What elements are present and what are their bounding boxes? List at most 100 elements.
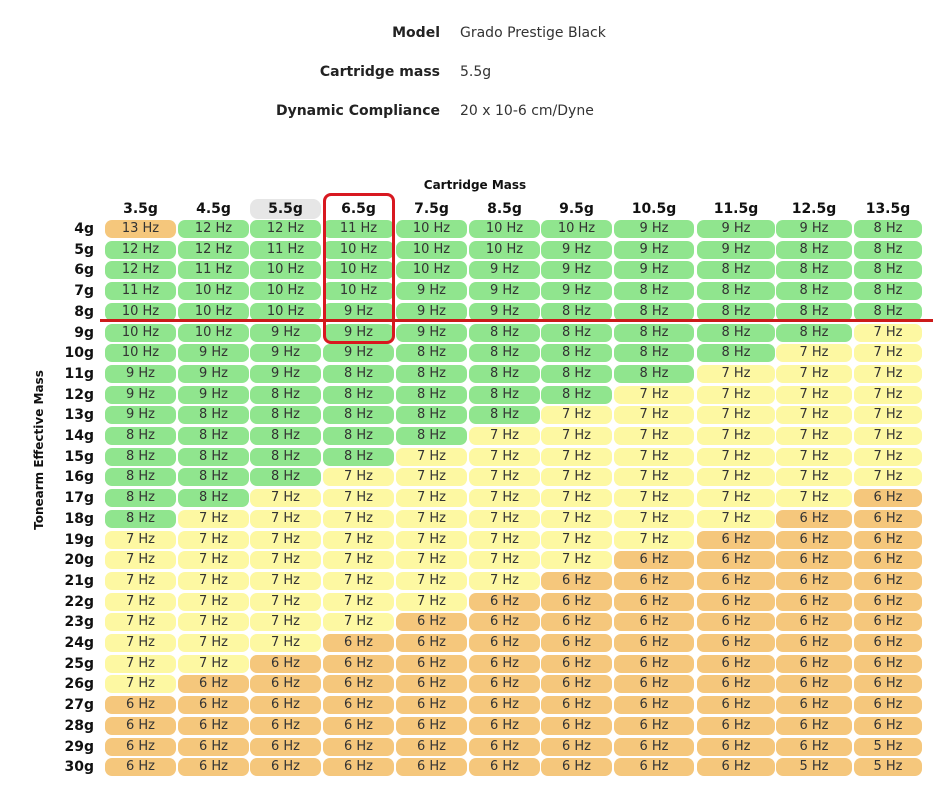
column-header-9.5g: 9.5g <box>559 201 594 217</box>
frequency-cell: 7 Hz <box>614 489 694 508</box>
frequency-cell: 10 Hz <box>105 344 176 363</box>
frequency-cell: 7 Hz <box>396 592 467 611</box>
frequency-cell: 6 Hz <box>697 716 775 735</box>
row-header-16g: 16g <box>64 469 94 486</box>
frequency-cell: 10 Hz <box>323 282 394 301</box>
frequency-cell: 6 Hz <box>776 592 852 611</box>
frequency-cell: 6 Hz <box>854 634 922 652</box>
frequency-cell: 6 Hz <box>854 509 922 528</box>
frequency-cell: 5 Hz <box>854 737 922 756</box>
frequency-cell: 6 Hz <box>541 634 612 652</box>
frequency-cell: 9 Hz <box>178 344 249 363</box>
frequency-cell: 8 Hz <box>250 447 321 466</box>
frequency-cell: 12 Hz <box>178 240 249 259</box>
frequency-cell: 9 Hz <box>541 261 612 280</box>
row-header-11g: 11g <box>64 365 94 382</box>
frequency-cell: 7 Hz <box>697 364 775 383</box>
frequency-cell: 8 Hz <box>396 427 467 445</box>
frequency-cell: 7 Hz <box>697 509 775 528</box>
row-header-7g: 7g <box>74 283 94 300</box>
frequency-cell: 10 Hz <box>469 220 540 238</box>
frequency-cell: 6 Hz <box>541 592 612 611</box>
frequency-cell: 7 Hz <box>776 406 852 425</box>
frequency-cell: 6 Hz <box>854 716 922 735</box>
frequency-cell: 6 Hz <box>697 654 775 673</box>
row-header-17g: 17g <box>64 490 94 507</box>
frequency-cell: 7 Hz <box>776 468 852 487</box>
frequency-cell: 8 Hz <box>614 282 694 301</box>
frequency-cell: 6 Hz <box>614 592 694 611</box>
frequency-cell: 8 Hz <box>541 302 612 321</box>
frequency-cell: 6 Hz <box>178 675 249 694</box>
frequency-cell: 6 Hz <box>541 737 612 756</box>
frequency-cell: 7 Hz <box>250 509 321 528</box>
frequency-cell: 6 Hz <box>323 758 394 777</box>
row-header-8g: 8g <box>74 303 94 320</box>
frequency-cell: 7 Hz <box>469 509 540 528</box>
frequency-cell: 6 Hz <box>541 613 612 632</box>
frequency-cell: 6 Hz <box>323 716 394 735</box>
frequency-cell: 8 Hz <box>854 240 922 259</box>
frequency-cell: 8 Hz <box>854 261 922 280</box>
frequency-cell: 7 Hz <box>396 530 467 549</box>
frequency-cell: 6 Hz <box>776 696 852 715</box>
frequency-cell: 7 Hz <box>396 447 467 466</box>
frequency-cell: 7 Hz <box>250 530 321 549</box>
frequency-cell: 6 Hz <box>178 737 249 756</box>
frequency-cell: 6 Hz <box>854 571 922 590</box>
frequency-cell: 6 Hz <box>250 737 321 756</box>
frequency-cell: 10 Hz <box>250 282 321 301</box>
frequency-cell: 7 Hz <box>854 427 922 445</box>
frequency-cell: 8 Hz <box>614 364 694 383</box>
column-header-6.5g: 6.5g <box>341 201 376 217</box>
frequency-cell: 8 Hz <box>541 364 612 383</box>
frequency-cell: 8 Hz <box>178 447 249 466</box>
frequency-cell: 7 Hz <box>854 468 922 487</box>
frequency-cell: 6 Hz <box>854 489 922 508</box>
frequency-cell: 7 Hz <box>541 509 612 528</box>
frequency-cell: 11 Hz <box>105 282 176 301</box>
frequency-cell: 8 Hz <box>105 509 176 528</box>
frequency-cell: 6 Hz <box>105 758 176 777</box>
frequency-cell: 7 Hz <box>854 364 922 383</box>
frequency-cell: 7 Hz <box>614 530 694 549</box>
frequency-cell: 7 Hz <box>541 447 612 466</box>
frequency-cell: 7 Hz <box>323 592 394 611</box>
frequency-cell: 9 Hz <box>250 344 321 363</box>
frequency-cell: 7 Hz <box>469 447 540 466</box>
frequency-cell: 11 Hz <box>178 261 249 280</box>
frequency-cell: 7 Hz <box>396 468 467 487</box>
row-header-10g: 10g <box>64 345 94 362</box>
frequency-cell: 7 Hz <box>697 447 775 466</box>
frequency-cell: 6 Hz <box>250 696 321 715</box>
frequency-cell: 12 Hz <box>105 261 176 280</box>
frequency-cell: 7 Hz <box>105 592 176 611</box>
frequency-cell: 10 Hz <box>541 220 612 238</box>
frequency-cell: 7 Hz <box>469 551 540 570</box>
column-header-7.5g: 7.5g <box>414 201 449 217</box>
frequency-cell: 7 Hz <box>854 323 922 342</box>
frequency-cell: 7 Hz <box>323 509 394 528</box>
frequency-cell: 7 Hz <box>776 489 852 508</box>
frequency-cell: 7 Hz <box>614 468 694 487</box>
frequency-cell: 12 Hz <box>105 240 176 259</box>
model-label: Model <box>392 25 440 41</box>
frequency-cell: 8 Hz <box>614 323 694 342</box>
frequency-cell: 10 Hz <box>178 282 249 301</box>
frequency-cell: 7 Hz <box>396 551 467 570</box>
row-header-22g: 22g <box>64 593 94 610</box>
frequency-cell: 6 Hz <box>469 613 540 632</box>
row-header-26g: 26g <box>64 676 94 693</box>
frequency-cell: 6 Hz <box>396 613 467 632</box>
row-header-9g: 9g <box>74 324 94 341</box>
frequency-cell: 6 Hz <box>776 716 852 735</box>
frequency-cell: 7 Hz <box>469 571 540 590</box>
frequency-cell: 12 Hz <box>178 220 249 238</box>
frequency-cell: 7 Hz <box>541 406 612 425</box>
frequency-cell: 9 Hz <box>396 302 467 321</box>
frequency-cell: 6 Hz <box>250 758 321 777</box>
model-value: Grado Prestige Black <box>460 25 606 41</box>
frequency-cell: 7 Hz <box>854 344 922 363</box>
frequency-cell: 7 Hz <box>323 530 394 549</box>
frequency-cell: 9 Hz <box>396 323 467 342</box>
